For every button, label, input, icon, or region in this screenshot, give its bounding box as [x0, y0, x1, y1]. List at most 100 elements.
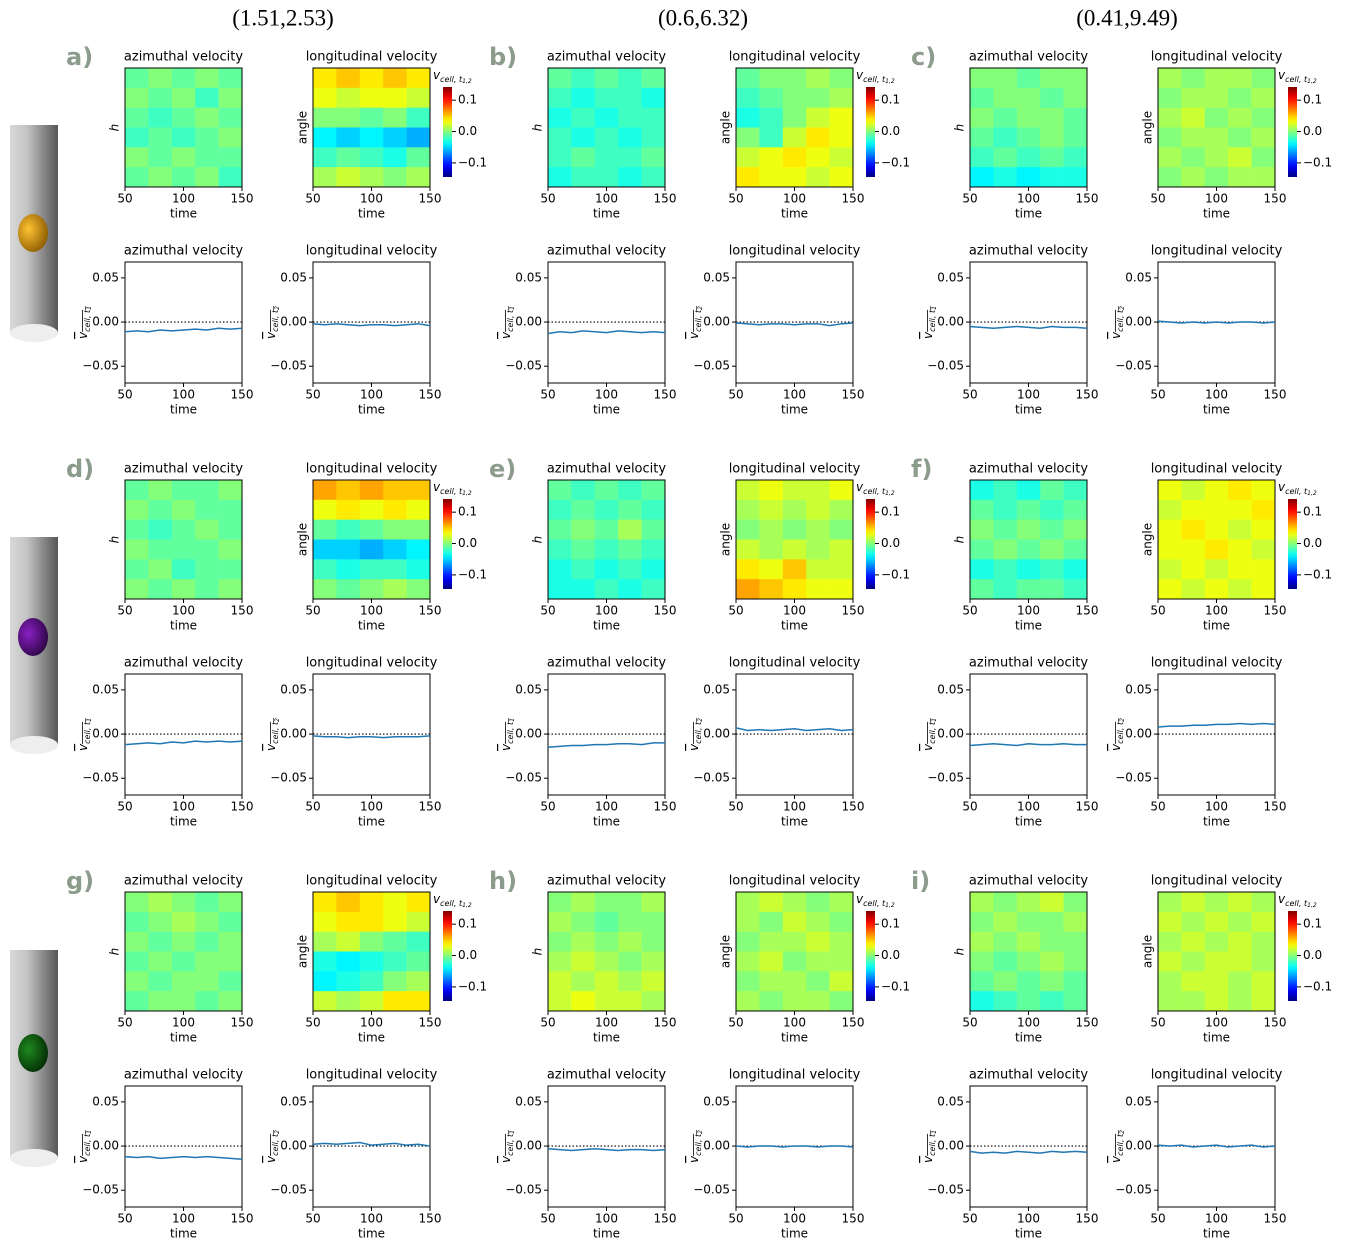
heatmap-cell [571, 932, 595, 952]
x-tick-label: 100 [1205, 1016, 1228, 1030]
heatmap-cell [407, 971, 431, 991]
x-tick-label: 50 [540, 604, 555, 618]
heatmap-cell [1040, 579, 1064, 599]
heatmap-cell [830, 540, 854, 560]
heatmap-cell [830, 559, 854, 579]
heatmap-cell [125, 480, 149, 500]
label-sub-subscript: 2 [697, 306, 704, 310]
panel-label: i) [911, 867, 930, 895]
heatmap-cell [1252, 932, 1276, 952]
heatmap-cell [407, 108, 431, 128]
heatmap-cell [407, 912, 431, 932]
heatmap-cell [618, 500, 642, 520]
colorbar-tick-label: −0.1 [458, 567, 487, 581]
y-tick-label: 0.00 [515, 315, 542, 329]
heatmap-cell [642, 892, 666, 912]
heatmap-cell [759, 147, 783, 167]
heatmap-cell [313, 952, 337, 972]
colorbar-tick-label: 0.1 [458, 505, 477, 519]
label-subscript: cell, t [863, 75, 886, 84]
y-axis-label: angle [719, 111, 733, 144]
y-axis-label: vcell, t2 [687, 718, 704, 751]
heatmap-cell [219, 520, 243, 540]
label-subscript: cell, t [83, 309, 92, 332]
heatmap-cell [125, 952, 149, 972]
heatmap-cell [1252, 892, 1276, 912]
y-tick-label: 0.00 [92, 315, 119, 329]
colorbar-tick-label: 0.0 [1303, 536, 1322, 550]
heatmap-cell [1064, 520, 1088, 540]
heatmap-cell [736, 579, 760, 599]
x-tick-label: 50 [305, 604, 320, 618]
label-subscript: cell, t [863, 899, 886, 908]
heatmap-cell [172, 128, 196, 148]
heatmap-cell [571, 500, 595, 520]
colorbar-tick-label: −0.1 [1303, 155, 1332, 169]
heatmap-cell [970, 480, 994, 500]
x-tick-label: 100 [172, 1212, 195, 1226]
y-tick-label: 0.00 [937, 727, 964, 741]
y-tick-label: −0.05 [927, 771, 964, 785]
heatmap-cell [360, 128, 384, 148]
x-tick-label: 100 [360, 1016, 383, 1030]
y-tick-label: 0.05 [937, 682, 964, 696]
heatmap-cell [195, 991, 219, 1011]
heatmap-cell [219, 500, 243, 520]
heatmap-cell [618, 68, 642, 88]
heatmap-cell [407, 88, 431, 108]
heatmap-cell [993, 912, 1017, 932]
heatmap-cell [1228, 88, 1252, 108]
colorbar [866, 911, 875, 1001]
label-subscript: cell, t [1285, 75, 1308, 84]
heatmap-cell [148, 579, 172, 599]
heatmap-cell [595, 88, 619, 108]
heatmap-cell [548, 128, 572, 148]
x-tick-label: 150 [419, 1212, 442, 1226]
heatmap-cell [1040, 167, 1064, 187]
x-tick-label: 150 [1076, 800, 1099, 814]
heatmap-cell [759, 991, 783, 1011]
heatmap-cell [336, 991, 360, 1011]
y-tick-label: 0.00 [515, 727, 542, 741]
heatmap-cell [642, 579, 666, 599]
heatmap-cell [383, 128, 407, 148]
x-tick-label: 150 [654, 388, 677, 402]
heatmap-cell [1017, 480, 1041, 500]
heatmap-cell [571, 167, 595, 187]
heatmap-cell [736, 991, 760, 1011]
label-subscript: cell, t [1285, 899, 1308, 908]
heatmap-cell [548, 952, 572, 972]
heatmap-cell [148, 932, 172, 952]
heatmap-cell [970, 932, 994, 952]
heatmap-cell [970, 88, 994, 108]
heatmap-cell [1252, 579, 1276, 599]
heatmap-cell [219, 559, 243, 579]
heatmap-cell [783, 559, 807, 579]
heatmap-cell [571, 912, 595, 932]
heatmap-cell [1181, 971, 1205, 991]
heatmap-cell [1064, 128, 1088, 148]
heatmap-cell [1205, 108, 1229, 128]
heatmap-cell [219, 952, 243, 972]
x-axis-label: time [781, 1031, 808, 1045]
x-tick-label: 100 [1017, 1016, 1040, 1030]
heatmap-cell [219, 128, 243, 148]
heatmap-cell [1064, 892, 1088, 912]
heatmap-cell [1040, 952, 1064, 972]
colorbar-label: vcell, t1,2 [1278, 480, 1317, 497]
y-axis-label: vcell, t2 [1109, 718, 1126, 751]
colorbar [866, 87, 875, 177]
heatmap-cell [970, 991, 994, 1011]
x-tick-label: 100 [1205, 1212, 1228, 1226]
heatmap-cell [759, 932, 783, 952]
heatmap-cell [571, 991, 595, 1011]
x-tick-label: 50 [305, 800, 320, 814]
heatmap-cell [1181, 952, 1205, 972]
x-tick-label: 100 [360, 800, 383, 814]
heatmap-cell [548, 579, 572, 599]
x-axis-label: time [358, 207, 385, 221]
x-tick-label: 100 [595, 388, 618, 402]
x-tick-label: 100 [783, 388, 806, 402]
colorbar-label: vcell, t1,2 [433, 892, 472, 909]
heatmap-cell [806, 952, 830, 972]
